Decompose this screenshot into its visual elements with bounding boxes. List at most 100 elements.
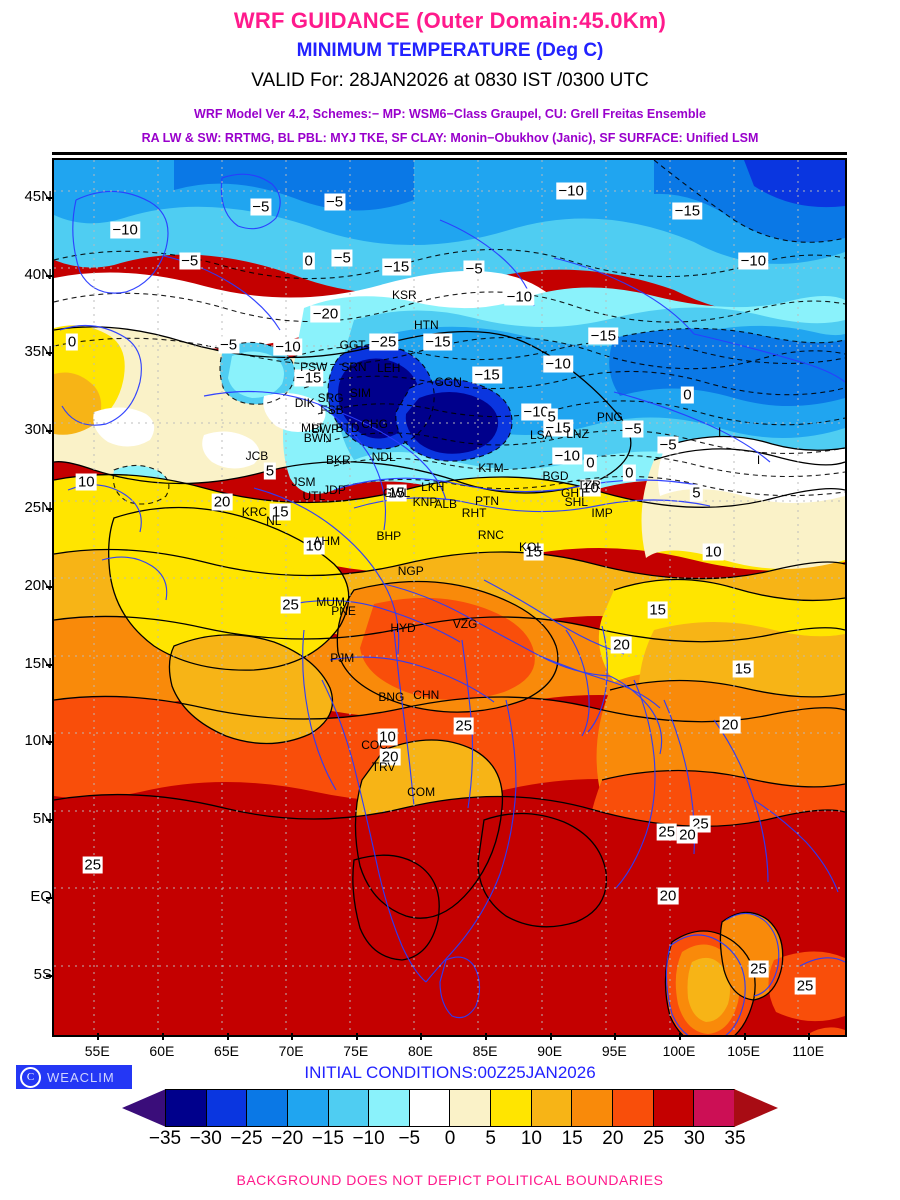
lat-tick-mark xyxy=(46,352,54,355)
city-label: FSB xyxy=(320,403,344,418)
colorbar-tick: −25 xyxy=(230,1128,263,1149)
city-label: DIK xyxy=(294,395,315,410)
contour-label: 15 xyxy=(523,543,544,561)
contour-label: −10 xyxy=(556,182,586,200)
city-label: LEH xyxy=(377,361,401,376)
contour-label: −15 xyxy=(293,369,324,387)
colorbar-segment xyxy=(531,1090,573,1126)
contour-label: −5 xyxy=(622,420,644,438)
longitude-axis: 55E 60E 65E 70E 75E 80E 85E 90E 95E 100E 105E 110E xyxy=(52,1033,847,1065)
contour-label: 25 xyxy=(656,823,678,841)
colorbar-tick: −30 xyxy=(189,1128,222,1149)
colorbar-segment xyxy=(409,1090,451,1126)
contour-label: −5 xyxy=(217,336,240,354)
colorbar-segment xyxy=(206,1090,248,1126)
contour-label: −10 xyxy=(504,288,535,306)
colorbar-tick-labels: −35 −30 −25 −20 −15 −10 −5 0 5 10 15 20 25 30 35 xyxy=(110,1128,790,1152)
colorbar-segment xyxy=(328,1090,370,1126)
colorbar-tick: −10 xyxy=(352,1128,385,1149)
lat-tick-label: 15N xyxy=(24,654,52,672)
city-label: AHM xyxy=(313,534,341,549)
colorbar-tick: 25 xyxy=(642,1128,665,1149)
city-label: CHN xyxy=(413,688,440,703)
initial-conditions-label: INITIAL CONDITIONS:00Z25JAN2026 xyxy=(304,1063,596,1082)
city-label: GWL xyxy=(382,485,411,500)
contour-label: −10 xyxy=(738,252,769,270)
city-label: JCB xyxy=(245,448,269,463)
contour-label: 5 xyxy=(690,484,703,502)
contour-label: 0 xyxy=(681,386,694,404)
lon-tick-mark xyxy=(808,1033,811,1040)
contour-label: 20 xyxy=(379,748,401,766)
contour-label: −15 xyxy=(423,333,453,351)
city-label: KSR xyxy=(391,288,417,303)
model-scheme-line1: WRF Model Ver 4.2, Schemes:− MP: WSM6−Cl… xyxy=(194,107,706,121)
city-label: KNP xyxy=(412,495,438,510)
contour-label: 25 xyxy=(453,717,475,735)
colorbar-segment xyxy=(287,1090,329,1126)
contour-label: 20 xyxy=(657,887,679,905)
contour-label: −10 xyxy=(521,403,551,421)
colorbar-tick: −20 xyxy=(271,1128,304,1149)
lon-tick-label: 100E xyxy=(662,1043,696,1059)
contour-label: 10 xyxy=(580,479,601,497)
contour-label: 0 xyxy=(584,454,597,472)
contour-label: 25 xyxy=(82,856,104,874)
city-label: TRV xyxy=(371,759,396,774)
colorbar-segments xyxy=(165,1089,735,1127)
lat-tick-mark xyxy=(46,508,54,511)
lat-tick-label: 20N xyxy=(24,576,52,594)
contour-label: 15 xyxy=(647,601,669,619)
contour-label: 20 xyxy=(719,716,741,734)
city-label: JDP xyxy=(323,482,346,497)
colorbar[interactable] xyxy=(110,1089,790,1127)
lat-tick-mark xyxy=(46,274,54,277)
colorbar-tick: 0 xyxy=(444,1128,456,1149)
contour-label: −15 xyxy=(381,258,412,276)
city-label: KOL xyxy=(518,540,544,555)
lon-tick-label: 80E xyxy=(407,1043,433,1059)
contour-label: 10 xyxy=(377,728,398,746)
city-label: BHP xyxy=(376,529,402,544)
contour-label: 25 xyxy=(280,596,301,614)
city-label: HYD xyxy=(390,621,416,636)
city-label: I xyxy=(756,453,761,468)
contour-label: −10 xyxy=(273,338,303,356)
lat-tick-label: EQ xyxy=(30,887,52,905)
contour-label: −5 xyxy=(250,198,272,216)
city-label: JSM xyxy=(291,475,316,490)
colorbar-segment xyxy=(572,1090,614,1126)
colorbar-tick: 15 xyxy=(561,1128,583,1149)
lat-tick-mark xyxy=(46,430,54,433)
city-label: CHG xyxy=(361,417,388,432)
map-panel[interactable]: −10 −5 −5 −5 −10 −15 −10 0 −5 −15 −5 −10 −20 −25 −15 −1… xyxy=(52,158,847,1037)
city-label: PJM xyxy=(330,650,355,665)
city-label: SHL xyxy=(564,495,588,510)
disclaimer-note: BACKGROUND DOES NOT DEPICT POLITICAL BOU… xyxy=(236,1172,664,1188)
city-label: BWP xyxy=(311,422,340,437)
lon-tick-label: 75E xyxy=(343,1043,369,1059)
colorbar-segment xyxy=(653,1090,695,1126)
contour-label: 25 xyxy=(794,977,816,995)
lon-tick-label: 95E xyxy=(601,1043,627,1059)
colorbar-tick: 5 xyxy=(485,1128,496,1149)
colorbar-tick: −35 xyxy=(148,1128,182,1149)
colorbar-segment xyxy=(491,1090,532,1126)
city-label: NL xyxy=(266,513,282,528)
city-label: RHT xyxy=(461,506,487,521)
contour-label: −15 xyxy=(672,202,703,220)
city-label: PNG xyxy=(596,409,623,424)
weaclim-badge[interactable]: C WEACLIM xyxy=(16,1065,132,1089)
city-label: SIM xyxy=(349,386,372,401)
lon-tick-mark xyxy=(226,1033,229,1040)
lon-tick-mark xyxy=(161,1033,164,1040)
contour-label: −15 xyxy=(588,327,619,345)
contour-label: 10 xyxy=(702,543,724,561)
copyright-icon: C xyxy=(20,1066,41,1088)
lon-tick-mark xyxy=(743,1033,746,1040)
city-label: ALB xyxy=(434,496,458,511)
city-label: LSA xyxy=(529,428,553,443)
contour-label: −5 xyxy=(331,249,353,267)
lat-tick-mark xyxy=(46,896,54,899)
temperature-field xyxy=(54,160,845,1035)
